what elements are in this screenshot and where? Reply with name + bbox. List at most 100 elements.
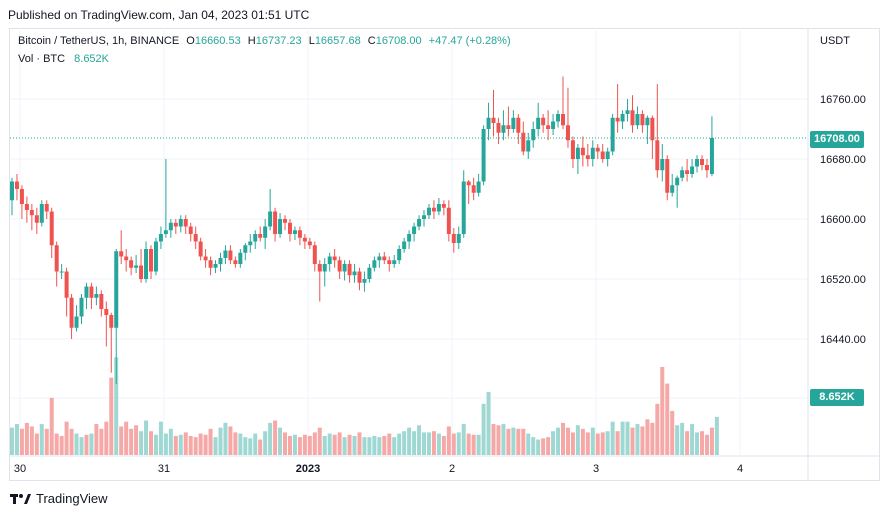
volume-bar: [64, 421, 69, 455]
candle-body: [307, 241, 312, 246]
candle-body: [496, 123, 501, 133]
candle-body: [431, 207, 436, 212]
candle-body: [541, 117, 546, 126]
candle-body: [119, 251, 124, 257]
volume-bar: [94, 424, 99, 455]
candle-body: [377, 256, 382, 261]
candle-body: [49, 211, 54, 246]
symbol-label[interactable]: Bitcoin / TetherUS, 1h, BINANCE: [18, 35, 180, 47]
candle-layer: [10, 76, 714, 384]
volume-bar: [233, 432, 238, 455]
candle-body: [625, 110, 630, 114]
candle-body: [521, 132, 526, 152]
volume-bar: [307, 435, 312, 455]
candle-body: [228, 250, 233, 261]
x-tick-label: 31: [158, 463, 170, 475]
candle-body: [367, 267, 372, 279]
volume-bar: [565, 427, 570, 455]
candle-body: [635, 114, 640, 126]
volume-bar: [382, 435, 387, 455]
y-tick-label: 16520.00: [820, 274, 866, 286]
candle-body: [297, 230, 302, 238]
candle-body: [526, 140, 531, 152]
candle-body: [312, 245, 317, 264]
volume-value: 8.652K: [74, 53, 110, 65]
volume-bar: [54, 433, 59, 455]
candle-body: [630, 110, 635, 126]
candle-body: [24, 204, 29, 210]
candle-body: [372, 260, 377, 268]
volume-bar: [630, 427, 635, 455]
candle-body: [129, 260, 134, 268]
candle-body: [337, 260, 342, 272]
candle-body: [570, 140, 575, 159]
volume-bar: [99, 428, 104, 455]
volume-bar: [600, 432, 605, 455]
volume-bar: [426, 432, 431, 455]
volume-bar: [526, 433, 531, 455]
chart-frame: [9, 28, 880, 481]
published-caption: Published on TradingView.com, Jan 04, 20…: [8, 8, 310, 22]
volume-bar: [680, 422, 685, 455]
volume-bar: [402, 431, 407, 455]
candle-body: [516, 117, 521, 133]
candle-body: [640, 114, 645, 126]
volume-bar: [188, 435, 193, 455]
change-value: +47.47 (+0.28%): [428, 35, 511, 47]
volume-bar: [248, 438, 253, 455]
candle-body: [665, 159, 670, 193]
volume-bar: [144, 420, 149, 455]
volume-label[interactable]: Vol · BTC: [18, 53, 66, 65]
candle-body: [511, 117, 516, 129]
candle-body: [39, 204, 44, 223]
volume-bar: [531, 437, 536, 455]
volume-bar: [367, 437, 372, 455]
volume-bar: [575, 425, 580, 455]
volume-bar: [536, 439, 541, 455]
volume-bar: [24, 422, 29, 455]
candle-body: [188, 226, 193, 234]
candle-body: [258, 234, 263, 238]
tradingview-brand[interactable]: TradingView: [10, 491, 108, 506]
volume-layer: [10, 357, 719, 455]
currency-label[interactable]: USDT: [820, 35, 850, 47]
candle-body: [342, 264, 347, 272]
candle-body: [506, 125, 511, 129]
volume-bar: [451, 433, 456, 455]
x-tick-label: 3: [593, 463, 599, 475]
volume-bar: [84, 434, 89, 455]
candle-body: [19, 189, 24, 204]
volume-bar: [317, 427, 322, 455]
candle-body: [268, 211, 273, 227]
volume-bar: [709, 427, 714, 455]
candle-body: [292, 230, 297, 234]
candle-body: [595, 147, 600, 152]
volume-bar: [546, 437, 551, 455]
x-tick-label: 30: [14, 463, 26, 475]
candle-body: [501, 125, 506, 133]
low-label: L: [308, 35, 315, 47]
volume-bar: [119, 426, 124, 455]
volume-bar: [273, 420, 278, 455]
volume-bar: [124, 421, 129, 455]
volume-bar: [134, 425, 139, 455]
candle-body: [709, 138, 714, 174]
volume-bar: [714, 416, 719, 455]
candle-body: [704, 165, 709, 171]
candle-body: [655, 140, 660, 171]
volume-bar: [278, 427, 283, 455]
volume-bar: [461, 424, 466, 455]
volume-bar: [347, 434, 352, 455]
volume-bar: [486, 391, 491, 455]
candle-body: [34, 215, 39, 223]
volume-bar: [14, 424, 19, 455]
candle-body: [302, 237, 307, 242]
candle-body: [183, 219, 188, 227]
volume-bar: [422, 432, 427, 455]
volume-bar: [481, 403, 486, 455]
candle-body: [392, 260, 397, 264]
candle-body: [690, 166, 695, 174]
volume-bar: [650, 422, 655, 455]
candle-body: [332, 256, 337, 261]
